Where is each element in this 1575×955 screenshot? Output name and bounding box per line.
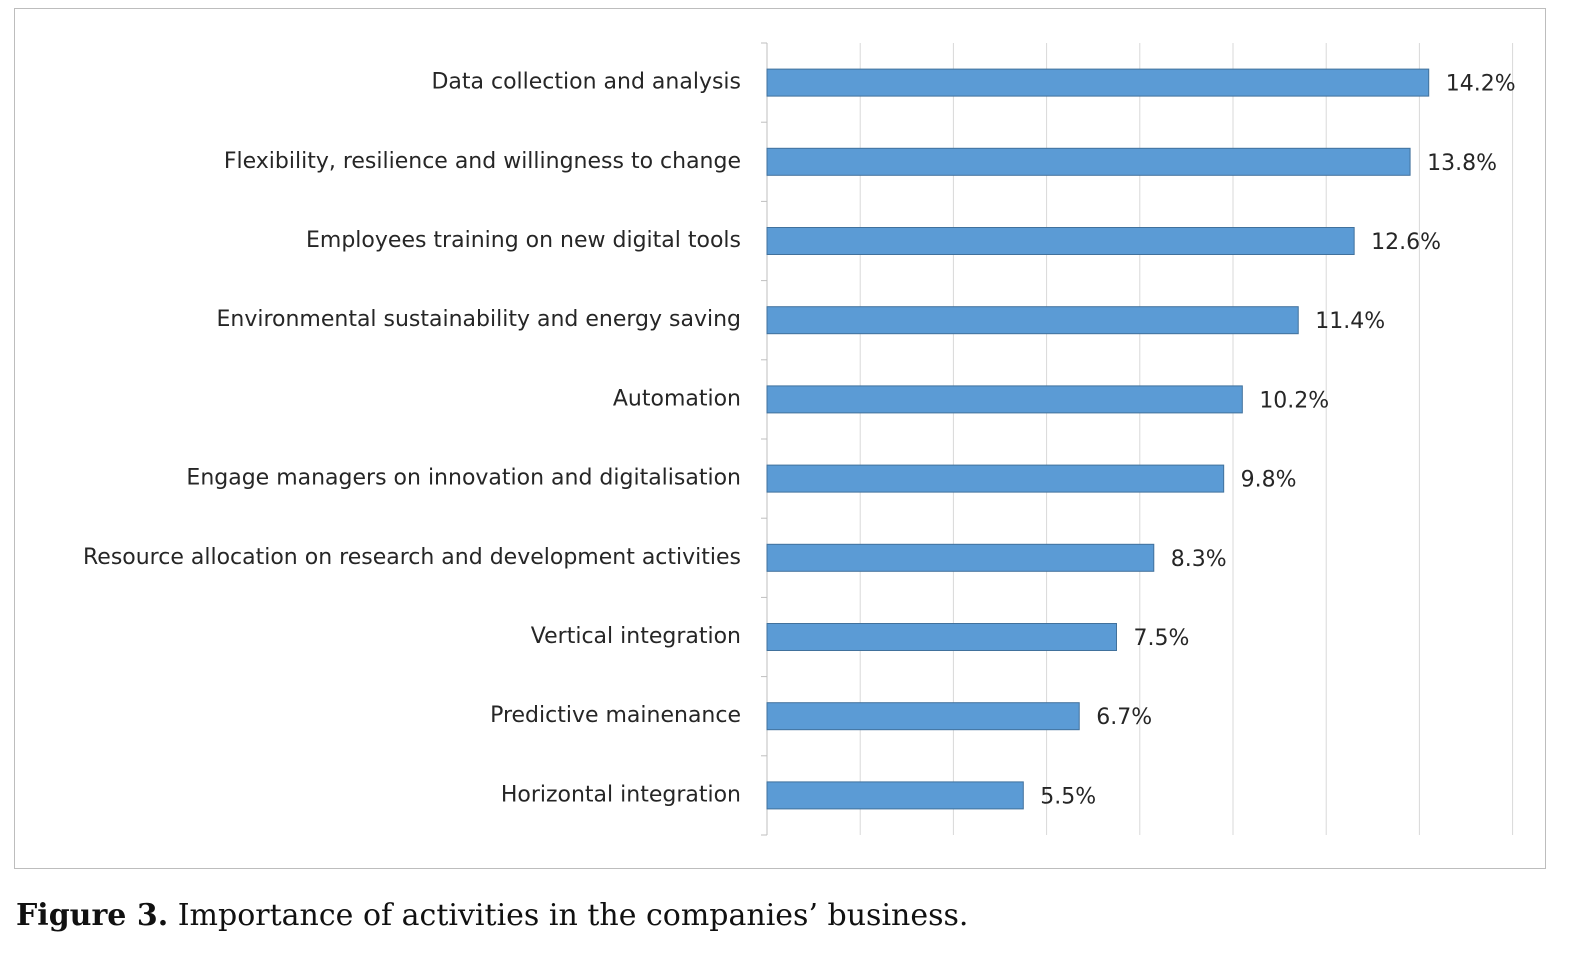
bar-chart: Data collection and analysis Flexibility,… — [83, 42, 1516, 836]
data-label: 8.3% — [1171, 547, 1227, 572]
category-label: Automation — [613, 386, 741, 411]
category-label: Employees training on new digital tools — [306, 228, 741, 253]
figure-caption: Figure 3. Importance of activities in th… — [16, 898, 968, 933]
data-label: 10.2% — [1259, 388, 1329, 413]
data-label: 6.7% — [1096, 705, 1152, 730]
data-label: 7.5% — [1134, 626, 1190, 651]
bar — [766, 781, 1024, 810]
data-label: 14.2% — [1446, 72, 1516, 97]
figure-caption-text: Importance of activities in the companie… — [177, 898, 969, 933]
category-label: Predictive mainenance — [490, 703, 741, 728]
bar — [766, 464, 1225, 493]
data-labels: 14.2% 13.8% 12.6% 11.4% 10.2% 9.8% 8.3% 7.5% 6.7… — [1040, 72, 1515, 810]
category-label: Flexibility, resilience and willingness … — [224, 149, 741, 174]
bar — [766, 306, 1299, 335]
bar — [766, 68, 1430, 97]
category-label: Environmental sustainability and energy … — [216, 307, 741, 332]
bar — [766, 227, 1355, 255]
category-label: Resource allocation on research and deve… — [83, 545, 741, 570]
data-label: 9.8% — [1241, 468, 1297, 493]
category-label: Vertical integration — [531, 624, 741, 649]
bar — [766, 543, 1155, 572]
category-label: Data collection and analysis — [431, 70, 741, 95]
data-label: 13.8% — [1427, 151, 1497, 176]
bar — [766, 702, 1080, 731]
figure-number: Figure 3. — [16, 898, 169, 933]
bar — [766, 623, 1117, 651]
chart-frame: Data collection and analysis Flexibility,… — [14, 8, 1546, 869]
category-label: Engage managers on innovation and digita… — [186, 466, 741, 491]
category-labels: Data collection and analysis Flexibility,… — [83, 70, 741, 808]
bar — [766, 385, 1243, 414]
bars — [766, 68, 1430, 810]
data-label: 11.4% — [1315, 309, 1385, 334]
bar — [766, 147, 1411, 176]
data-label: 5.5% — [1040, 784, 1096, 809]
category-label: Horizontal integration — [501, 782, 741, 807]
data-label: 12.6% — [1371, 230, 1441, 255]
